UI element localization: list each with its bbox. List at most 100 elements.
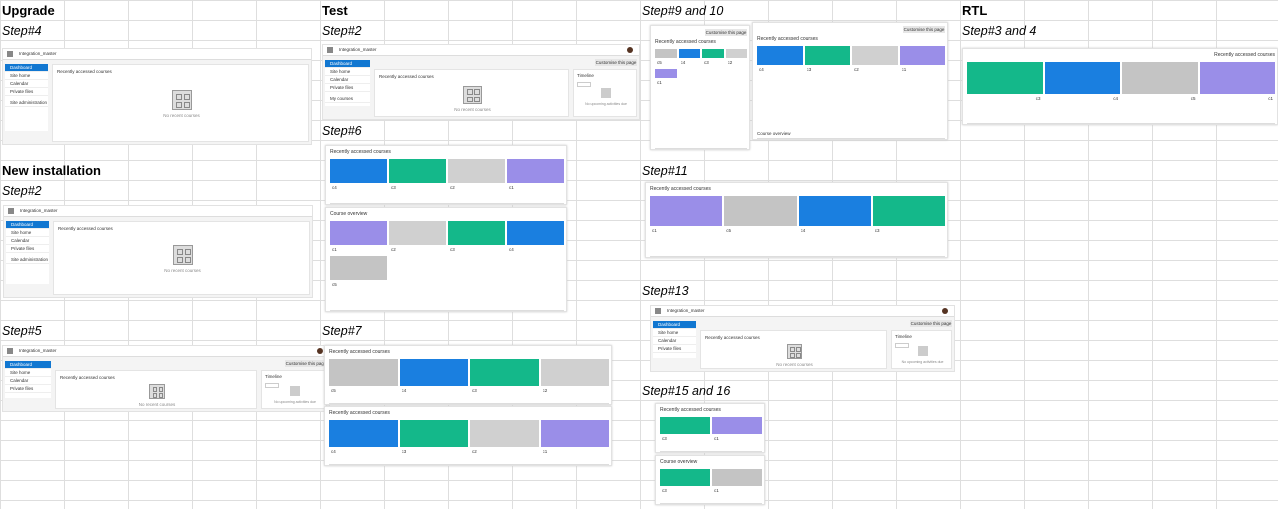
course-name: c1 [714, 488, 719, 493]
customise-button: Customise this page [910, 320, 952, 327]
timeline-card: Timeline No upcoming activities due [891, 330, 952, 369]
step-label: Step#9 and 10 [642, 4, 724, 18]
section-header: RTL [962, 3, 988, 18]
courses-screenshot: Course overview c3 c1 [655, 455, 765, 505]
nav-item: Dashboard [5, 64, 48, 72]
scrollbar [655, 148, 747, 149]
course-image [757, 46, 803, 66]
block-title: Recently accessed courses [58, 226, 113, 231]
course-image [724, 196, 797, 227]
course-image [470, 420, 539, 447]
course-image [1122, 62, 1198, 94]
course-name: c3 [662, 488, 667, 493]
dashboard-screenshot: Integration_master Dashboard Site home Cale… [2, 48, 312, 145]
course-image [655, 69, 677, 79]
course-image [899, 46, 945, 66]
course-name: c3 [704, 60, 709, 66]
timeline-card: Timeline No upcoming activities due [261, 370, 327, 409]
empty-icon-small [917, 346, 928, 357]
course-name: c4 [509, 246, 514, 252]
timeline-empty: No upcoming activities due [585, 102, 627, 107]
block-title: Recently accessed courses [757, 36, 818, 42]
empty-icon [786, 343, 803, 359]
step-label: Step#15 and 16 [642, 384, 731, 398]
nav-item: Dashboard [653, 321, 696, 329]
icon-pane [467, 96, 473, 103]
course-name: c3 [806, 67, 812, 73]
course-name: c2 [542, 388, 548, 393]
course-name: c3 [874, 228, 880, 234]
course-name: c3 [472, 388, 477, 393]
course-name: c2 [391, 246, 396, 252]
scrollbar [660, 451, 762, 452]
icon-pane [796, 353, 801, 358]
icon-pane [474, 89, 480, 95]
empty-message: No recent courses [164, 268, 201, 274]
course-name: c1 [652, 228, 657, 234]
menu-icon [327, 47, 333, 53]
course-image [389, 221, 446, 245]
nav-item: Calendar [325, 76, 370, 84]
courses-screenshot: Recently accessed courses c1 c5 c4 c3 [645, 182, 948, 258]
block-title: Recently accessed courses [655, 39, 716, 45]
timeline-filter [577, 82, 591, 87]
step-label: Step#2 [322, 24, 362, 38]
site-name: Integration_master [667, 308, 705, 313]
nav-item: Private files [6, 245, 49, 253]
icon-pane [467, 89, 473, 95]
course-name: c3 [1035, 95, 1041, 101]
course-name: c3 [450, 246, 455, 252]
course-image [399, 359, 468, 386]
nav-item: My courses [653, 356, 696, 358]
nav-item: Private files [5, 88, 48, 96]
scrollbar [330, 310, 564, 311]
nav-item: Site home [6, 229, 49, 237]
nav-item: Calendar [5, 80, 48, 88]
icon-pane [176, 257, 183, 264]
customise-button: Customise this page [903, 26, 945, 33]
course-name: c5 [332, 281, 337, 287]
course-name: c1 [542, 449, 548, 454]
course-image [329, 359, 398, 386]
block-card: Recently accessed courses No recent cours… [52, 64, 309, 142]
course-name: c3 [662, 436, 667, 441]
course-name: c1 [509, 184, 514, 190]
section-header: New installation [2, 163, 101, 178]
courses-screenshot: Recently accessed courses c3 c4 c5 c1 [962, 48, 1278, 125]
customise-button: Customise this page [595, 59, 637, 66]
nav-item: Dashboard [5, 361, 51, 369]
timeline-title: Timeline [895, 334, 912, 339]
step-label: Step#7 [322, 324, 362, 338]
course-name: c5 [726, 228, 732, 234]
avatar [317, 348, 323, 354]
course-image [1199, 62, 1275, 94]
scrollbar [329, 403, 609, 404]
site-name: Integration_master [339, 47, 377, 52]
empty-icon [463, 85, 482, 104]
nav-drawer: Dashboard Site home Calendar Private files S… [6, 221, 49, 284]
overview-title: Course overview [757, 131, 791, 136]
dashboard-screenshot: Integration_master Dashboard Site home Cale… [322, 44, 640, 120]
course-image [712, 417, 762, 434]
step-label: Step#4 [2, 24, 42, 38]
icon-pane [184, 257, 191, 264]
step-label: Step#13 [642, 284, 689, 298]
block-card: Recently accessed courses No recent cours… [374, 69, 569, 117]
course-name: c1 [714, 436, 719, 441]
icon-pane [158, 393, 164, 398]
nav-item: Site home [653, 329, 696, 337]
section-header: Test [322, 3, 348, 18]
courses-screenshot: Recently accessed courses c4 c3 c2 c1 [324, 406, 612, 466]
step-label: Step#2 [2, 184, 42, 198]
navbar: Integration_master [4, 206, 312, 217]
courses-screenshot: Customise this page Recently accessed cou… [752, 22, 948, 140]
navbar: Integration_master [651, 306, 954, 317]
nav-item: Private files [5, 385, 51, 393]
nav-item: Private files [325, 84, 370, 92]
empty-icon-small [290, 386, 300, 397]
course-name: c4 [759, 67, 764, 73]
nav-item: Site home [325, 68, 370, 76]
